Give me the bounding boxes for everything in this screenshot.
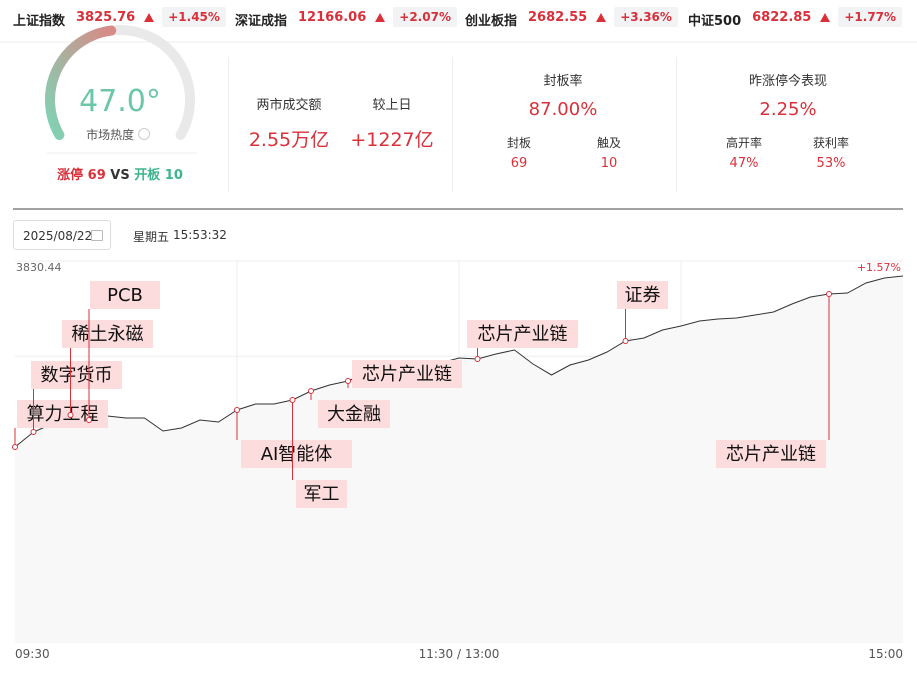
annotation-box: [617, 281, 668, 309]
calendar-icon: [91, 230, 103, 241]
annotation-box: [17, 400, 108, 428]
index-value: 2682.55: [528, 10, 588, 25]
profit: 53%: [816, 156, 846, 171]
diff-value: +1227亿: [350, 129, 434, 151]
index-change: +3.36%: [614, 7, 678, 27]
sealed: 69: [510, 156, 528, 171]
annotation-box: [90, 281, 160, 309]
annotation-box: [352, 360, 462, 388]
x-tick-label: 09:30: [15, 647, 50, 661]
annotation-marker: [67, 411, 74, 418]
annotation-box: [31, 361, 122, 389]
gauge-fill: [45, 25, 117, 140]
yesterday-title: 昨涨停今表现: [748, 74, 828, 89]
annotation-marker: [12, 443, 18, 450]
profit-label: 获利率: [812, 136, 850, 150]
annotation-marker: [308, 388, 314, 395]
seal-title: 封板率: [543, 74, 583, 89]
divider: [228, 57, 229, 192]
price-line: [14, 275, 904, 448]
up-arrow: [144, 13, 155, 22]
turnover-value: 2.55万亿: [248, 129, 330, 151]
gap-up: 47%: [729, 156, 759, 171]
annotation-label: PCB: [107, 285, 143, 306]
x-tick-label: 15:00: [868, 647, 903, 661]
annotation-label: 证券: [625, 285, 661, 306]
annotation-box: [716, 440, 826, 468]
annotation-label: 数字货币: [41, 365, 113, 386]
gap-up-label: 高开率: [725, 136, 763, 150]
annotation-box: [241, 440, 352, 468]
x-tick-label: 11:30 / 13:00: [419, 647, 500, 661]
index-change: +1.77%: [838, 7, 903, 27]
y-tick-label: 3830.44: [16, 261, 62, 274]
annotation-label: 芯片产业链: [478, 324, 568, 345]
info-icon: [137, 128, 150, 140]
up-arrow: [820, 13, 831, 22]
vs: VS: [110, 168, 130, 183]
index-name: 中证500: [688, 14, 742, 29]
annotation-box: [467, 320, 578, 348]
index-change: +1.45%: [162, 7, 226, 27]
sealed-label: 封板: [506, 136, 532, 150]
turnover-label: 两市成交额: [256, 98, 322, 113]
heat-value: 47.0°: [79, 84, 161, 119]
index-change: +2.07%: [393, 7, 457, 27]
index-value: 6822.85: [752, 10, 812, 25]
annotation-label: 稀土永磁: [72, 324, 144, 345]
index-name: 上证指数: [13, 14, 66, 29]
annotation-box: [62, 320, 153, 348]
index-value: 12166.06: [298, 10, 367, 25]
annotation-box: [318, 400, 390, 428]
heat-label-text: 市场热度: [86, 128, 135, 142]
annotation-marker: [622, 337, 629, 344]
annotation-box: [296, 480, 347, 508]
up-arrow: [596, 13, 607, 22]
time: 15:53:32: [173, 228, 227, 242]
annotation-marker: [826, 290, 832, 297]
area: [15, 276, 903, 642]
limit-up: 69: [87, 168, 106, 183]
divider: [676, 57, 677, 192]
touched: 10: [600, 156, 618, 171]
divider: [452, 57, 453, 192]
index-name: 创业板指: [465, 14, 518, 29]
annotation-marker: [86, 416, 92, 423]
open: 10: [164, 168, 183, 183]
annotation-marker: [289, 396, 296, 403]
date-picker[interactable]: 2025/08/22: [13, 220, 111, 250]
annotation-marker: [30, 428, 37, 435]
open-label: 开板: [134, 168, 161, 183]
weekday: 星期五: [133, 230, 170, 244]
annotation-marker: [474, 356, 481, 363]
seal-value: 87.00%: [528, 99, 598, 120]
touched-label: 触及: [596, 136, 622, 150]
up-arrow: [375, 13, 386, 22]
yesterday-value: 2.25%: [759, 99, 817, 120]
annotation-label: AI智能体: [261, 444, 333, 465]
annotation-label: 芯片产业链: [362, 364, 452, 385]
diff-label: 较上日: [372, 98, 412, 113]
limit-stats: 涨停 69 VS 开板 10: [57, 164, 183, 183]
limit-up-label: 涨停: [57, 168, 84, 183]
annotation-label: 算力工程: [27, 404, 99, 425]
annotation-label: 军工: [304, 484, 340, 505]
y2-tick-label: +1.57%: [857, 261, 901, 274]
annotation-marker: [345, 377, 351, 384]
heat-label: 市场热度: [86, 126, 150, 143]
index-name: 深证成指: [235, 14, 288, 29]
date: 2025/08/22: [23, 229, 93, 243]
annotation-marker: [234, 407, 240, 414]
index-value: 3825.76: [76, 10, 136, 25]
annotation-label: 芯片产业链: [726, 444, 816, 465]
annotation-label: 大金融: [327, 404, 381, 425]
